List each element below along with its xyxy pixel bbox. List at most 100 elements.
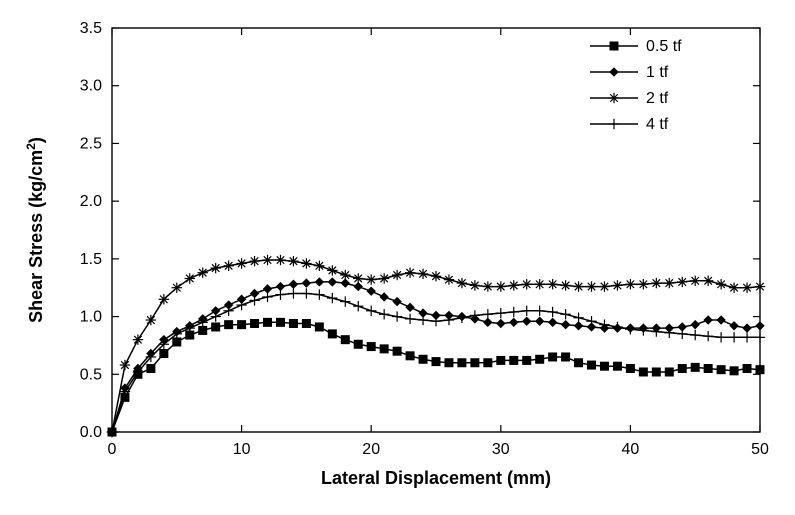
asterisk-marker [755, 281, 765, 291]
square-filled-marker [393, 347, 401, 355]
asterisk-marker [742, 283, 752, 293]
asterisk-marker [431, 271, 441, 281]
asterisk-marker [496, 281, 506, 291]
square-filled-marker [523, 356, 531, 364]
square-filled-marker [510, 356, 518, 364]
square-filled-marker [717, 366, 725, 374]
asterisk-marker [392, 270, 402, 280]
square-filled-marker [238, 321, 246, 329]
square-filled-marker [743, 365, 751, 373]
square-filled-marker [471, 359, 479, 367]
square-filled-marker [199, 326, 207, 334]
chart-container: 010203040500.00.51.01.52.02.53.03.5Later… [0, 0, 795, 515]
square-filled-marker [147, 365, 155, 373]
asterisk-marker [379, 273, 389, 283]
square-filled-marker [691, 363, 699, 371]
asterisk-marker [444, 274, 454, 284]
square-filled-marker [613, 362, 621, 370]
x-tick-label: 0 [108, 441, 117, 458]
asterisk-marker [120, 360, 130, 370]
asterisk-marker [534, 279, 544, 289]
legend-label: 2 tf [646, 90, 669, 107]
asterisk-marker [470, 280, 480, 290]
asterisk-marker [547, 279, 557, 289]
asterisk-marker [146, 315, 156, 325]
asterisk-marker [418, 269, 428, 279]
y-tick-label: 3.5 [80, 20, 102, 37]
y-tick-label: 1.5 [80, 251, 102, 268]
asterisk-marker [677, 277, 687, 287]
asterisk-marker [301, 258, 311, 268]
asterisk-marker [275, 255, 285, 265]
square-filled-marker [212, 323, 220, 331]
asterisk-marker [327, 265, 337, 275]
asterisk-marker [405, 268, 415, 278]
square-filled-marker [367, 343, 375, 351]
square-filled-marker [704, 365, 712, 373]
square-filled-marker [276, 318, 284, 326]
square-filled-marker [549, 353, 557, 361]
square-filled-marker [678, 365, 686, 373]
asterisk-marker [690, 276, 700, 286]
asterisk-marker [483, 281, 493, 291]
asterisk-marker [353, 273, 363, 283]
legend-label: 0.5 tf [646, 38, 682, 55]
asterisk-marker [560, 280, 570, 290]
square-filled-marker [419, 355, 427, 363]
x-tick-label: 20 [362, 441, 380, 458]
y-tick-label: 0.5 [80, 366, 102, 383]
square-filled-marker [756, 366, 764, 374]
asterisk-marker [638, 279, 648, 289]
square-filled-marker [639, 368, 647, 376]
square-filled-marker [610, 42, 618, 50]
asterisk-marker [262, 255, 272, 265]
asterisk-marker [509, 280, 519, 290]
asterisk-marker [198, 268, 208, 278]
asterisk-marker [236, 258, 246, 268]
x-axis-label: Lateral Displacement (mm) [321, 468, 551, 488]
square-filled-marker [484, 359, 492, 367]
asterisk-marker [573, 281, 583, 291]
asterisk-marker [185, 273, 195, 283]
square-filled-marker [575, 359, 583, 367]
asterisk-marker [703, 276, 713, 286]
y-axis-label: Shear Stress (kg/cm2) [24, 137, 46, 323]
asterisk-marker [586, 281, 596, 291]
square-filled-marker [341, 336, 349, 344]
legend-label: 4 tf [646, 116, 669, 133]
asterisk-marker [210, 263, 220, 273]
asterisk-marker [314, 261, 324, 271]
x-tick-label: 50 [751, 441, 769, 458]
y-tick-label: 2.5 [80, 135, 102, 152]
square-filled-marker [380, 345, 388, 353]
square-filled-marker [458, 359, 466, 367]
shear-stress-chart: 010203040500.00.51.01.52.02.53.03.5Later… [0, 0, 795, 515]
asterisk-marker [249, 256, 259, 266]
square-filled-marker [225, 321, 233, 329]
square-filled-marker [600, 362, 608, 370]
square-filled-marker [730, 367, 738, 375]
asterisk-marker [612, 280, 622, 290]
square-filled-marker [264, 318, 272, 326]
asterisk-marker [729, 283, 739, 293]
square-filled-marker [406, 352, 414, 360]
y-tick-label: 3.0 [80, 78, 102, 95]
asterisk-marker [625, 279, 635, 289]
square-filled-marker [328, 330, 336, 338]
asterisk-marker [609, 93, 619, 103]
asterisk-marker [223, 261, 233, 271]
square-filled-marker [626, 365, 634, 373]
asterisk-marker [340, 270, 350, 280]
x-tick-label: 40 [622, 441, 640, 458]
square-filled-marker [432, 358, 440, 366]
legend-label: 1 tf [646, 64, 669, 81]
square-filled-marker [665, 368, 673, 376]
asterisk-marker [133, 334, 143, 344]
asterisk-marker [599, 281, 609, 291]
x-tick-label: 10 [233, 441, 251, 458]
asterisk-marker [366, 274, 376, 284]
asterisk-marker [716, 279, 726, 289]
square-filled-marker [302, 319, 310, 327]
x-tick-label: 30 [492, 441, 510, 458]
y-tick-label: 2.0 [80, 193, 102, 210]
